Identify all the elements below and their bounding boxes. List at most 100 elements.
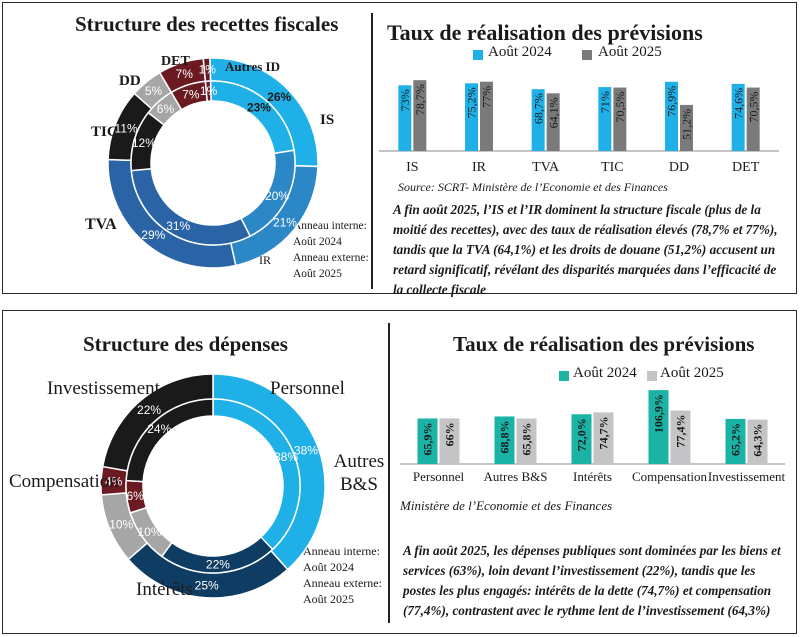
recettes-bars-title: Taux de réalisation des prévisions <box>387 20 703 45</box>
bar-2025-is <box>413 80 427 151</box>
category-label-is: IS <box>320 112 334 128</box>
depenses-bars-title: Taux de réalisation des prévisions <box>453 332 755 356</box>
recettes-panel: Structure des recettes fiscales Taux de … <box>2 2 797 297</box>
donut-value-outer-dd: 5% <box>145 84 163 98</box>
bar-2025-compensation <box>670 410 691 464</box>
donut-value-outer-autres-id: 1% <box>199 63 217 77</box>
bar-value-2025-compensation: 77,4% <box>674 415 688 448</box>
bar-value-2024-tic: 71% <box>598 91 612 113</box>
donut-value-outer-compensation: 10% <box>109 517 133 531</box>
ring-note-inner-period: Août 2024 <box>293 236 342 248</box>
bar-2025-autres-b-s <box>516 418 537 464</box>
donut-value-inner-autres-b-s: 38% <box>274 450 298 464</box>
category-label-interets: Intérêts <box>136 579 193 600</box>
legend-label-2024: Août 2024 <box>488 44 552 60</box>
donut-value-outer-int-r-ts: 25% <box>195 578 219 592</box>
bar-2024-is <box>398 85 412 151</box>
bar-2024-investissement <box>725 418 746 464</box>
bar-2024-autres-b-s <box>494 416 515 464</box>
recettes-summary: A fin août 2025, l’IS et l’IR dominent l… <box>393 202 778 297</box>
category-label-tva: TVA <box>532 160 560 175</box>
bar-2024-tva <box>531 89 545 151</box>
donut-value-inner-compensation: 10% <box>137 525 161 539</box>
bar-2024-int-r-ts <box>571 414 592 464</box>
bar-value-2025-tic: 70,5% <box>613 92 627 123</box>
bar-value-2025-is: 78,7% <box>413 84 427 115</box>
bar-value-2024-is: 73% <box>398 89 412 111</box>
category-label-investissement: Investissement <box>708 469 786 484</box>
donut-value-inner-int-r-ts: 22% <box>206 557 230 571</box>
bar-2025-personnel <box>439 418 460 464</box>
depenses-donut-title: Structure des dépenses <box>83 332 288 356</box>
donut-value-inner-dd: 6% <box>157 102 175 116</box>
panel-divider <box>371 13 373 289</box>
bar-value-2024-det: 74,6% <box>731 88 745 119</box>
ring-note-outer-period: Août 2025 <box>293 268 342 280</box>
donut-value-inner-autres-id: 1% <box>200 84 218 98</box>
donut-value-inner-ir: 20% <box>265 189 289 203</box>
bar-value-2025-autres-b-s: 65,8% <box>520 423 534 456</box>
category-label-compensation: Compensation <box>9 471 119 492</box>
category-label-ir: IR <box>472 160 487 175</box>
category-label-personnel: Personnel <box>413 469 465 484</box>
recettes-charts: 26%21%29%11%5%7% 1%23%20%31%12%6%7% 1%ISIR… <box>85 54 779 269</box>
ring-note-inner-label: Anneau interne: <box>293 220 367 232</box>
bar-value-2025-int-r-ts: 74,7% <box>597 416 611 449</box>
category-label-ir: IR <box>259 253 271 267</box>
bar-value-2024-investissement: 65,2% <box>729 423 743 456</box>
category-label-autres-bs: Autres B&S <box>333 451 385 495</box>
legend-label-2025: Août 2025 <box>598 44 662 60</box>
bar-2024-ir <box>465 83 478 151</box>
donut-slice-inner-autres-id <box>204 80 212 103</box>
recettes-ring-note: Anneau interne: Août 2024 Anneau externe… <box>293 218 369 282</box>
category-label-dd: DD <box>119 73 141 89</box>
bar-value-2025-dd: 51,2% <box>680 109 694 140</box>
bar-value-2024-int-r-ts: 72,0% <box>575 418 589 451</box>
bar-2024-dd <box>665 81 678 151</box>
panel-divider <box>388 323 390 623</box>
bar-2024-tic <box>598 87 612 151</box>
bar-2025-tic <box>613 87 627 151</box>
bar-value-2025-investissement: 64,3% <box>751 424 765 457</box>
bar-2024-compensation <box>648 390 669 464</box>
donut-value-inner-is: 23% <box>247 101 271 115</box>
bar-value-2024-autres-b-s: 68,8% <box>498 420 512 453</box>
bar-value-2025-det: 70,5% <box>746 92 760 123</box>
bar-2024-personnel <box>417 418 438 464</box>
donut-value-outer-investissement: 22% <box>137 403 161 417</box>
bar-value-2025-ir: 77% <box>480 86 494 108</box>
ring-note-inner-period: Août 2024 <box>303 560 354 574</box>
depenses-ring-note: Anneau interne: Août 2024 Anneau externe… <box>303 543 382 607</box>
category-label-investissement: Investissement <box>47 378 160 399</box>
category-label-dd: DD <box>669 160 689 175</box>
depenses-charts: 38% 25% 10% 4% 22% 38% 22% 10% 6% 24% 65,9% 66% Pers… <box>100 373 786 599</box>
category-label-tva: TVA <box>85 216 117 233</box>
depenses-panel: Structure des dépenses Taux de réalisati… <box>2 310 797 634</box>
category-label-autres-b-s: Autres B&S <box>484 469 548 484</box>
bar-value-2024-dd: 76,9% <box>665 86 679 117</box>
legend-swatch-2024 <box>559 371 569 381</box>
donut-value-inner-tva: 31% <box>166 219 190 233</box>
bar-value-2024-personnel: 65,9% <box>421 422 435 455</box>
bar-2025-tva <box>546 93 560 151</box>
category-label-tic: TIC <box>601 160 624 175</box>
legend-swatch-2025 <box>582 50 592 60</box>
bar-2025-investissement <box>747 419 768 464</box>
category-label-autres-id: Autres ID <box>225 59 280 74</box>
donut-value-outer-tva: 29% <box>141 228 165 242</box>
depenses-source: Ministère de l’Economie et des Finances <box>400 498 613 513</box>
ring-note-outer-period: Août 2025 <box>303 592 354 606</box>
depenses-summary: A fin août 2025, les dépenses publiques … <box>403 543 781 618</box>
donut-value-outer-det: 7% <box>176 67 194 81</box>
donut-value-outer-autres-b-s: 38% <box>294 443 318 457</box>
legend-swatch-2024 <box>473 50 483 60</box>
category-label-int-r-ts: Intérêts <box>573 469 612 484</box>
donut-slice-inner-investissement <box>125 398 214 483</box>
donut-value-inner-det: 7% <box>182 87 200 101</box>
donut-value-inner-tic: 12% <box>132 136 156 150</box>
ring-note-outer-label: Anneau externe: <box>293 252 369 264</box>
legend-swatch-2025 <box>647 371 657 381</box>
bar-value-2024-ir: 75,2% <box>465 87 479 118</box>
legend-label-2024: Août 2024 <box>573 365 637 381</box>
bar-value-2024-tva: 68,7% <box>531 93 545 124</box>
